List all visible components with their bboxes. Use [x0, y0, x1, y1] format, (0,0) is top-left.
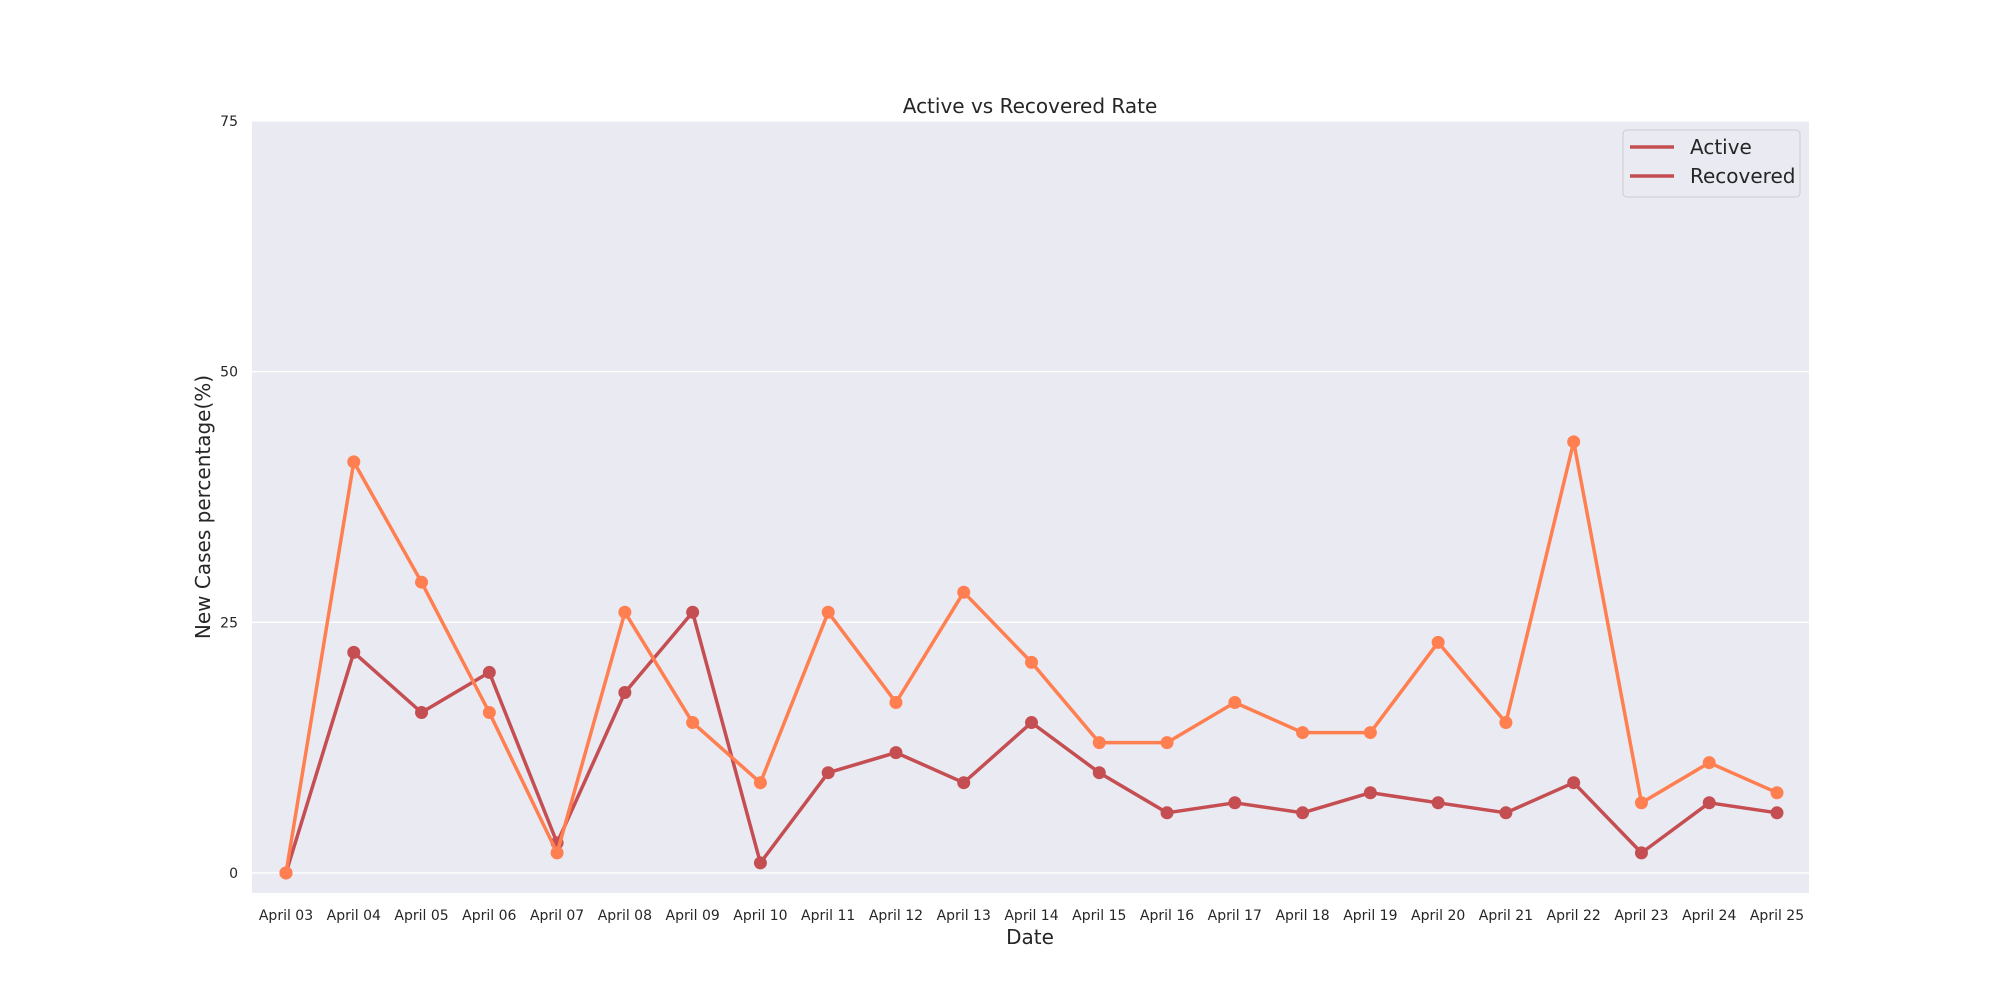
gridlines — [252, 120, 1809, 874]
data-point — [753, 776, 767, 790]
data-point — [1092, 736, 1106, 750]
data-point — [1363, 726, 1377, 740]
data-point — [482, 706, 496, 720]
x-tick-label: April 20 — [1411, 908, 1465, 924]
x-tick-label: April 10 — [733, 908, 787, 924]
series-0 — [279, 605, 1784, 880]
x-tick-label: April 07 — [530, 908, 584, 924]
legend: Active Recovered — [1622, 129, 1801, 198]
legend-label-active: Active — [1690, 135, 1752, 159]
data-point — [821, 766, 835, 780]
data-point — [889, 746, 903, 760]
data-point — [1634, 846, 1648, 860]
data-point — [482, 665, 496, 679]
series-1 — [279, 435, 1784, 880]
y-tick-label: 0 — [229, 866, 238, 882]
y-axis-label: New Cases percentage(%) — [191, 375, 215, 639]
data-point — [1702, 796, 1716, 810]
x-tick-label: April 24 — [1682, 908, 1736, 924]
x-tick-label: April 06 — [462, 908, 516, 924]
x-tick-label: April 15 — [1072, 908, 1126, 924]
x-axis-ticks: April 03 April 04 April 05 April 06 April 07… — [259, 908, 1804, 924]
data-point — [1702, 756, 1716, 770]
data-point — [686, 716, 700, 730]
data-point — [347, 455, 361, 469]
data-point — [1431, 635, 1445, 649]
y-tick-label: 75 — [220, 114, 238, 130]
x-tick-label: April 13 — [937, 908, 991, 924]
data-point — [279, 866, 293, 880]
data-point — [957, 585, 971, 599]
plot-background — [252, 121, 1809, 893]
chart-title: Active vs Recovered Rate — [903, 94, 1158, 118]
x-axis-label: Date — [1006, 925, 1054, 949]
x-tick-label: April 21 — [1479, 908, 1533, 924]
data-point — [1431, 796, 1445, 810]
x-tick-label: April 23 — [1614, 908, 1668, 924]
data-point — [618, 605, 632, 619]
data-point — [821, 605, 835, 619]
y-axis-ticks: 0 25 50 75 — [220, 114, 238, 882]
x-tick-label: April 08 — [598, 908, 652, 924]
series-layer — [279, 435, 1784, 880]
data-point — [1499, 716, 1513, 730]
data-point — [1092, 766, 1106, 780]
data-point — [1296, 806, 1310, 820]
data-point — [550, 846, 564, 860]
data-point — [1025, 716, 1038, 730]
data-point — [415, 575, 429, 589]
data-point — [347, 645, 361, 659]
x-tick-label: April 18 — [1275, 908, 1329, 924]
data-point — [1770, 806, 1784, 820]
data-point — [686, 605, 700, 619]
data-point — [1228, 696, 1242, 710]
x-tick-label: April 19 — [1343, 908, 1397, 924]
data-point — [1296, 726, 1310, 740]
data-point — [889, 696, 903, 710]
x-tick-label: April 17 — [1208, 908, 1262, 924]
y-tick-label: 50 — [220, 365, 238, 381]
x-tick-label: April 12 — [869, 908, 923, 924]
data-point — [1228, 796, 1242, 810]
x-tick-label: April 03 — [259, 908, 313, 924]
data-point — [1567, 776, 1581, 790]
data-point — [1363, 786, 1377, 800]
data-point — [1634, 796, 1648, 810]
data-point — [1025, 655, 1038, 669]
x-tick-label: April 09 — [666, 908, 720, 924]
data-point — [618, 685, 632, 699]
x-tick-label: April 11 — [801, 908, 855, 924]
data-point — [957, 776, 971, 790]
x-tick-label: April 14 — [1004, 908, 1058, 924]
data-point — [753, 856, 767, 870]
data-point — [1499, 806, 1513, 820]
data-point — [415, 706, 429, 720]
legend-label-recovered: Recovered — [1690, 164, 1795, 188]
x-tick-label: April 16 — [1140, 908, 1194, 924]
x-tick-label: April 22 — [1547, 908, 1601, 924]
data-point — [1160, 736, 1174, 750]
data-point — [1567, 435, 1581, 449]
x-tick-label: April 05 — [394, 908, 448, 924]
x-tick-label: April 04 — [327, 908, 381, 924]
x-tick-label: April 25 — [1750, 908, 1804, 924]
data-point — [1770, 786, 1784, 800]
data-point — [1160, 806, 1174, 820]
y-tick-label: 25 — [220, 615, 238, 631]
